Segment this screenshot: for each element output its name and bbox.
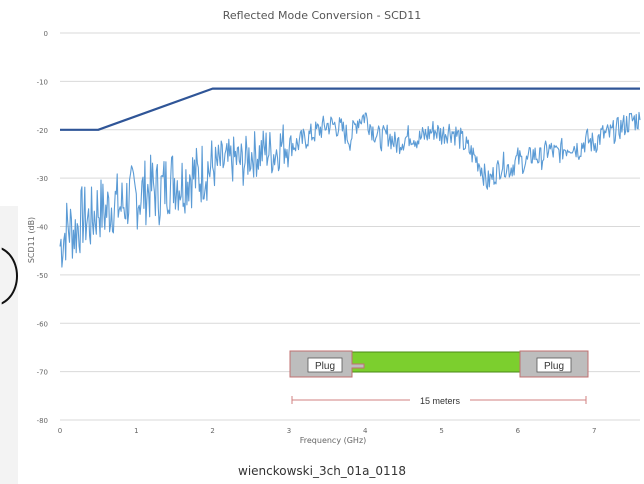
y-tick-labels: 0 -10 -20 -30 -40 -50 -60 -70 -80	[37, 30, 48, 425]
right-plug-box	[536, 357, 572, 373]
cable-body	[351, 351, 525, 373]
x-tick-label: 2	[210, 427, 214, 435]
y-tick-label: -30	[37, 175, 48, 183]
y-tick-label: -70	[37, 369, 48, 377]
y-tick-label: -80	[37, 417, 48, 425]
image-caption: wienckowski_3ch_01a_0118	[238, 464, 406, 478]
limit-line	[60, 87, 640, 131]
left-plug-label: Plug	[315, 361, 335, 372]
x-tick-label: 3	[287, 427, 291, 435]
y-tick-label: -50	[37, 272, 48, 280]
x-axis-label: Frequency (GHz)	[300, 436, 367, 445]
y-tick-label: -60	[37, 320, 48, 328]
length-label: 15 meters	[420, 396, 461, 406]
y-tick-label: -10	[37, 78, 48, 86]
x-tick-label: 7	[592, 427, 596, 435]
x-tick-label: 4	[363, 427, 368, 435]
x-tick-label: 6	[516, 427, 521, 435]
series-layer	[59, 87, 641, 268]
x-tick-label: 1	[134, 427, 138, 435]
length-label-bg	[410, 395, 470, 406]
cable-inset: Plug Plug 15 meters	[289, 350, 589, 406]
y-axis-label: SCD11 (dB)	[27, 217, 36, 263]
x-tick-labels: 0 1 2 3 4 5 6 7	[58, 427, 597, 435]
x-tick-label: 0	[58, 427, 62, 435]
left-plug-box	[307, 357, 343, 373]
chart-title: Reflected Mode Conversion - SCD11	[223, 9, 421, 22]
measured-trace	[59, 111, 641, 268]
y-tick-label: 0	[44, 30, 48, 38]
right-plug-label: Plug	[544, 361, 564, 372]
y-tick-label: -20	[37, 127, 48, 135]
x-tick-label: 5	[439, 427, 443, 435]
y-tick-label: -40	[37, 224, 48, 232]
